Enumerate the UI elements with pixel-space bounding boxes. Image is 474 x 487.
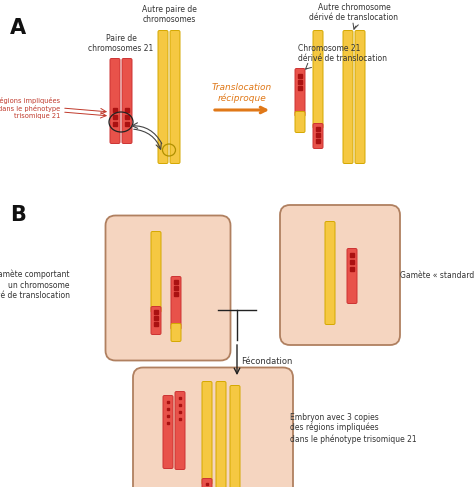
FancyBboxPatch shape — [343, 31, 353, 164]
Text: B: B — [10, 205, 26, 225]
FancyBboxPatch shape — [295, 112, 305, 132]
FancyBboxPatch shape — [202, 381, 212, 485]
FancyBboxPatch shape — [280, 205, 400, 345]
FancyBboxPatch shape — [216, 381, 226, 487]
Text: Gamète comportant
un chromosome
dérivé de translocation: Gamète comportant un chromosome dérivé d… — [0, 270, 70, 300]
Text: A: A — [10, 18, 26, 38]
Text: Fécondation: Fécondation — [241, 357, 292, 367]
Text: Autre paire de
chromosomes: Autre paire de chromosomes — [142, 4, 196, 24]
FancyBboxPatch shape — [151, 306, 161, 335]
FancyBboxPatch shape — [202, 479, 212, 487]
FancyBboxPatch shape — [171, 277, 181, 330]
FancyBboxPatch shape — [106, 216, 230, 360]
FancyBboxPatch shape — [313, 124, 323, 149]
FancyBboxPatch shape — [347, 248, 357, 303]
FancyBboxPatch shape — [230, 386, 240, 487]
Text: Chromosome 21
dérivé de translocation: Chromosome 21 dérivé de translocation — [298, 44, 387, 63]
FancyBboxPatch shape — [122, 58, 132, 144]
FancyBboxPatch shape — [133, 368, 293, 487]
Text: Autre chromosome
dérivé de translocation: Autre chromosome dérivé de translocation — [310, 2, 399, 22]
FancyBboxPatch shape — [110, 58, 120, 144]
Text: Embryon avec 3 copies
des régions impliquées
dans le phénotype trisomique 21: Embryon avec 3 copies des régions impliq… — [290, 412, 417, 444]
FancyBboxPatch shape — [158, 31, 168, 164]
FancyBboxPatch shape — [355, 31, 365, 164]
FancyBboxPatch shape — [175, 392, 185, 469]
FancyBboxPatch shape — [151, 231, 161, 313]
FancyBboxPatch shape — [313, 31, 323, 129]
FancyBboxPatch shape — [171, 323, 181, 341]
FancyBboxPatch shape — [163, 395, 173, 468]
Text: Translocation
réciproque: Translocation réciproque — [212, 83, 272, 103]
FancyBboxPatch shape — [170, 31, 180, 164]
Text: Régions impliquées
dans le phénotype
trisomique 21: Régions impliquées dans le phénotype tri… — [0, 97, 60, 119]
FancyBboxPatch shape — [295, 69, 305, 116]
FancyBboxPatch shape — [325, 222, 335, 324]
Text: Gamète « standard »: Gamète « standard » — [400, 270, 474, 280]
Text: Paire de
chromosomes 21: Paire de chromosomes 21 — [88, 34, 154, 53]
